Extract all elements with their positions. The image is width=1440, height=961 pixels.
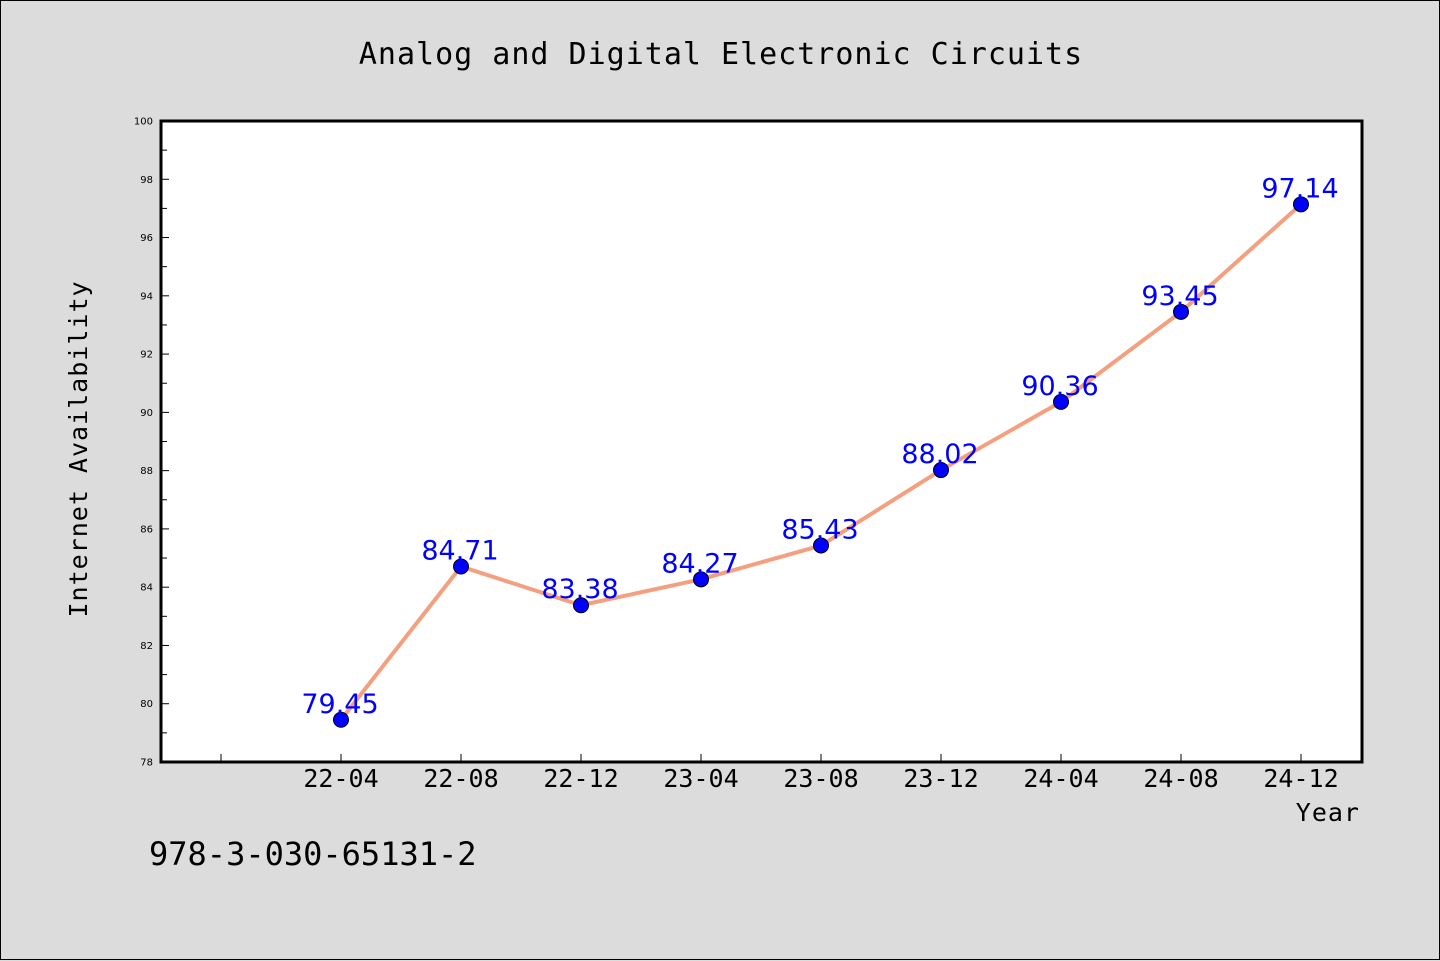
data-point — [1293, 196, 1309, 213]
x-tick-label: 24-08 — [1143, 764, 1218, 793]
y-tick-label: 84 — [140, 583, 153, 594]
data-point — [1173, 303, 1189, 320]
y-tick-label: 90 — [140, 408, 153, 419]
y-axis-label: Internet Availability — [64, 280, 93, 617]
isbn-annotation: 978-3-030-65131-2 — [149, 835, 477, 873]
data-point — [333, 711, 349, 728]
data-point — [1053, 393, 1069, 410]
plot-area — [161, 121, 1362, 762]
y-tick-label: 92 — [140, 350, 153, 361]
y-tick-label: 86 — [140, 524, 153, 535]
data-point — [573, 597, 589, 614]
y-tick-label: 82 — [140, 641, 153, 652]
y-tick-label: 98 — [140, 175, 153, 186]
x-tick-label: 24-04 — [1023, 764, 1098, 793]
y-tick-label: 94 — [140, 291, 153, 302]
data-label: 79.45 — [301, 689, 378, 720]
data-label: 93.45 — [1141, 281, 1218, 312]
data-label: 84.27 — [661, 548, 738, 579]
data-label: 90.36 — [1021, 371, 1098, 402]
series-layer: 79.45 84.71 83.38 84.27 85.43 88.02 90.36 93.45… — [301, 173, 1339, 728]
data-point — [453, 558, 469, 575]
data-label: 85.43 — [781, 515, 858, 546]
x-tick-label: 23-08 — [783, 764, 858, 793]
x-tick-label: 23-12 — [903, 764, 978, 793]
data-point — [933, 462, 949, 479]
x-tick-label: 23-04 — [663, 764, 738, 793]
data-label: 84.71 — [421, 535, 498, 566]
x-tick-label: 22-12 — [543, 764, 618, 793]
x-tick-label: 22-04 — [303, 764, 378, 793]
x-axis: 22-04 22-08 22-12 23-04 23-08 23-12 24-04 24-08… — [220, 754, 1339, 793]
y-tick-label: 78 — [140, 758, 153, 769]
data-point — [813, 537, 829, 554]
y-tick-label: 88 — [140, 466, 153, 477]
data-point — [693, 571, 709, 588]
x-tick-label: 24-12 — [1263, 764, 1338, 793]
y-tick-label: 96 — [140, 233, 153, 244]
data-label: 97.14 — [1261, 173, 1338, 204]
data-label: 88.02 — [901, 439, 978, 470]
plot-border — [159, 119, 1364, 764]
x-axis-label: Year — [1296, 798, 1360, 827]
y-tick-label: 80 — [140, 699, 153, 710]
x-tick-label: 22-08 — [423, 764, 498, 793]
y-tick-label: 100 — [134, 117, 153, 128]
data-label: 83.38 — [541, 574, 618, 605]
chart-title: Analog and Digital Electronic Circuits — [359, 37, 1083, 72]
